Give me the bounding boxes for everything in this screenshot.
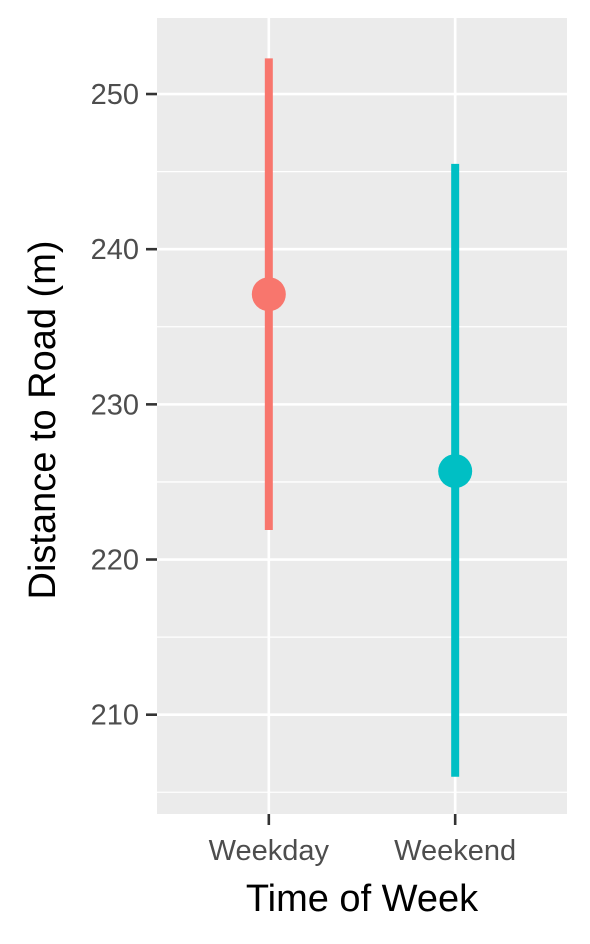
y-axis-title: Distance to Road (m) — [22, 240, 64, 599]
x-axis: Weekday Weekend — [209, 814, 516, 867]
y-tick-label: 250 — [91, 79, 139, 111]
mean-point — [438, 454, 473, 489]
minor-gridlines — [157, 170, 567, 793]
y-tick-label: 210 — [91, 700, 139, 732]
mean-point — [251, 277, 286, 312]
y-axis: 210 220 230 240 250 — [91, 79, 157, 732]
x-tick-label: Weekend — [394, 835, 516, 867]
x-axis-title: Time of Week — [246, 878, 479, 920]
y-tick-label: 230 — [91, 389, 139, 421]
y-tick-label: 220 — [91, 545, 139, 577]
y-tick-label: 240 — [91, 234, 139, 266]
x-tick-label: Weekday — [209, 835, 330, 867]
plot-panel — [157, 18, 567, 814]
data-marks — [251, 58, 473, 777]
